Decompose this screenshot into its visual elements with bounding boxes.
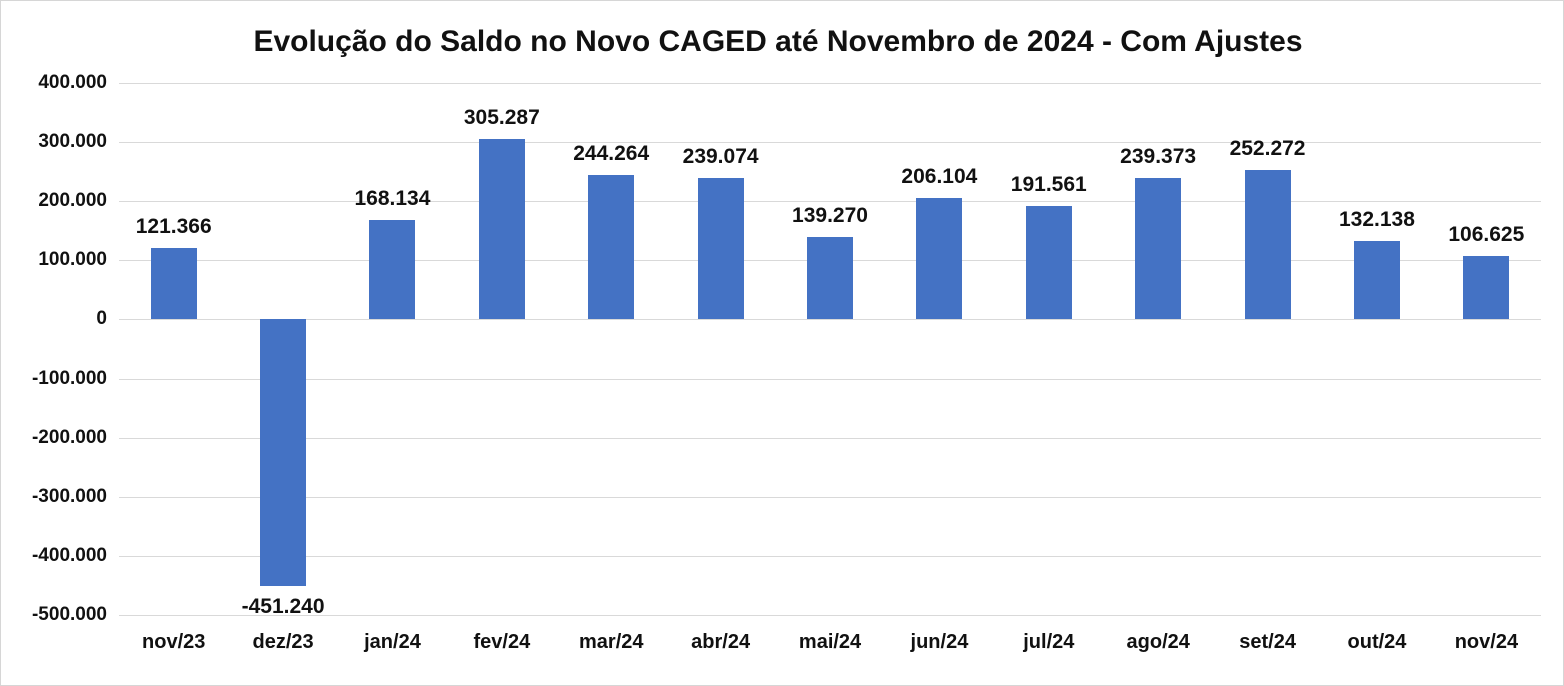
bar-jun-24 bbox=[916, 197, 963, 320]
gridline bbox=[119, 83, 1541, 84]
y-tick-label: 200.000 bbox=[38, 190, 107, 212]
gridline bbox=[119, 437, 1541, 439]
gridline bbox=[119, 142, 1541, 144]
y-tick-label: -200.000 bbox=[31, 426, 107, 448]
x-tick-label-jun-24: jun/24 bbox=[910, 631, 969, 653]
y-tick-label: -500.000 bbox=[31, 604, 107, 625]
bar-nov-24 bbox=[1463, 256, 1510, 320]
bar-value-label: 239.074 bbox=[682, 145, 759, 169]
bar-jul-24 bbox=[1025, 206, 1072, 320]
x-tick-label-out-24: out/24 bbox=[1347, 631, 1407, 653]
x-tick-label-dez-23: dez/23 bbox=[252, 631, 314, 653]
y-axis: 400.000 300.000 200.000 100.000 0 -100.000 -20… bbox=[15, 72, 119, 625]
gridline bbox=[119, 496, 1541, 498]
bar-mar-24 bbox=[588, 175, 635, 320]
x-axis: nov/23 dez/23 jan/24 fev/24 mar/24 abr/24 mai/… bbox=[119, 615, 1541, 654]
chart-title: Evolução do Saldo no Novo CAGED até Nove… bbox=[253, 25, 1303, 58]
x-tick-label-abr-24: abr/24 bbox=[691, 631, 751, 653]
gridline bbox=[119, 615, 1541, 616]
bar-jan-24 bbox=[369, 220, 416, 320]
bar-value-label: 191.561 bbox=[1010, 173, 1087, 197]
bar-value-label: 106.625 bbox=[1448, 223, 1525, 247]
gridline bbox=[119, 378, 1541, 380]
x-tick-label-jan-24: jan/24 bbox=[364, 631, 421, 653]
x-tick-label-mar-24: mar/24 bbox=[579, 631, 644, 653]
bar-value-label: -451.240 bbox=[241, 595, 325, 619]
y-tick-label: 0 bbox=[96, 308, 107, 330]
x-tick-label-fev-24: fev/24 bbox=[473, 631, 531, 653]
bar-value-label: 239.373 bbox=[1120, 144, 1197, 168]
x-tick-label-ago-24: ago/24 bbox=[1126, 631, 1190, 653]
chart-body: 400.000 300.000 200.000 100.000 0 -100.000 -20… bbox=[15, 72, 1541, 654]
bar-mai-24 bbox=[807, 237, 853, 320]
bar-ago-24 bbox=[1135, 177, 1182, 320]
x-tick-label-set-24: set/24 bbox=[1239, 631, 1296, 653]
bar-abr-24 bbox=[697, 178, 744, 320]
y-tick-label: 300.000 bbox=[38, 131, 107, 153]
bar-value-label: 244.264 bbox=[573, 142, 650, 166]
gridline bbox=[119, 319, 1541, 321]
x-tick-label-nov-23: nov/23 bbox=[142, 631, 206, 653]
gridline bbox=[119, 201, 1541, 203]
y-tick-label: 100.000 bbox=[38, 249, 107, 271]
plot-area: 121.366 -451.240 168.134 305.287 244.264 239.… bbox=[119, 83, 1541, 618]
bar-value-label: 305.287 bbox=[463, 105, 540, 129]
bar-set-24 bbox=[1244, 170, 1291, 320]
bar-value-label: 168.134 bbox=[354, 187, 431, 211]
bar-value-label: 252.272 bbox=[1229, 137, 1306, 161]
bar-value-label: 132.138 bbox=[1338, 208, 1415, 232]
y-tick-label: -100.000 bbox=[31, 367, 107, 389]
bar-value-label: 121.366 bbox=[135, 214, 212, 238]
x-tick-label-jul-24: jul/24 bbox=[1023, 631, 1075, 653]
y-tick-label: -300.000 bbox=[31, 485, 107, 507]
gridline bbox=[119, 555, 1541, 557]
bar-nov-23 bbox=[150, 247, 197, 320]
x-tick-label-mai-24: mai/24 bbox=[798, 631, 862, 653]
bar-value-label: 139.270 bbox=[792, 204, 868, 228]
y-tick-label: 400.000 bbox=[38, 72, 107, 93]
bar-out-24 bbox=[1353, 241, 1400, 320]
x-tick-label-nov-24: nov/24 bbox=[1454, 631, 1519, 653]
bar-dez-23 bbox=[260, 319, 307, 587]
bar-value-label: 206.104 bbox=[901, 164, 978, 188]
bar-fev-24 bbox=[478, 138, 525, 320]
y-tick-label: -400.000 bbox=[31, 544, 107, 566]
